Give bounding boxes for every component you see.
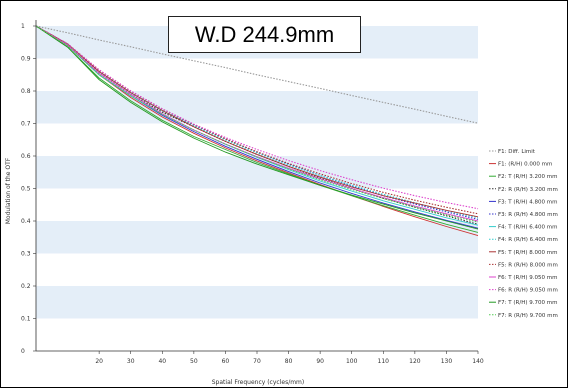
y-tick-label: 0.4	[21, 218, 31, 225]
legend-label: F4: T (R/H) 6.400 mm	[498, 225, 557, 231]
x-tick-label: 80	[285, 358, 293, 365]
legend-label: F5: R (R/H) 8.000 mm	[498, 262, 558, 268]
series-line-9	[35, 25, 479, 218]
series-layer	[35, 25, 479, 237]
x-axis-title: Spatial Frequency (cycles/mm)	[212, 379, 305, 386]
legend-label: F5: T (R/H) 8.000 mm	[498, 250, 557, 256]
x-tick-label: 140	[472, 358, 484, 365]
y-tick-label: 0.5	[21, 186, 31, 193]
x-tick-label: 30	[127, 358, 135, 365]
y-tick-label: 0.2	[21, 283, 31, 290]
y-tick-label: 0.8	[21, 88, 31, 95]
series-line-13	[35, 25, 479, 230]
y-tick-label: 0	[21, 348, 25, 355]
x-tick-label: 40	[158, 358, 166, 365]
grid-band	[36, 91, 478, 124]
x-tick-label: 50	[190, 358, 198, 365]
legend-label: F4: R (R/H) 6.400 mm	[498, 237, 558, 243]
y-axis-title: Modulation of the OTF	[5, 157, 12, 224]
grid-band	[36, 221, 478, 254]
legend-label: F7: T (R/H) 9.700 mm	[498, 300, 557, 306]
y-tick-label: 0.3	[21, 251, 31, 258]
chart-title: W.D 244.9mm	[194, 21, 335, 47]
x-tick-label: 120	[409, 358, 421, 365]
legend: F1: Diff. Limit F1: (R/H) 0.000 mm F2: T (…	[489, 149, 558, 319]
chart-title-box: W.D 244.9mm	[168, 16, 361, 53]
x-tick-label: 60	[222, 358, 230, 365]
x-tick-label: 20	[95, 358, 103, 365]
y-tick-label: 0.6	[21, 153, 31, 160]
series-line-3	[35, 25, 479, 233]
y-tick-label: 0.7	[21, 121, 31, 128]
legend-label: F1: Diff. Limit	[498, 149, 536, 155]
tick-layer: 20 30 40 50 60 70 80 90 100 110 120 130 140 0 0.1 0.2 0.…	[21, 23, 484, 365]
x-tick-label: 110	[378, 358, 390, 365]
legend-label: F2: T (R/H) 3.200 mm	[498, 174, 557, 180]
grid-bands	[36, 26, 478, 319]
series-line-10	[35, 25, 479, 215]
x-tick-label: 90	[316, 358, 324, 365]
x-tick-label: 70	[253, 358, 261, 365]
legend-label: F6: R (R/H) 9.050 mm	[498, 288, 558, 294]
legend-label: F2: R (R/H) 3.200 mm	[498, 187, 558, 193]
y-tick-label: 1	[21, 23, 25, 30]
grid-band	[36, 286, 478, 319]
series-line-12	[35, 25, 479, 210]
legend-label: F3: R (R/H) 4.800 mm	[498, 212, 558, 218]
y-tick-label: 0.1	[21, 316, 31, 323]
series-line-1	[35, 25, 479, 124]
y-tick-label: 0.9	[21, 56, 31, 63]
legend-label: F6: T (R/H) 9.050 mm	[498, 275, 557, 281]
legend-label: F1: (R/H) 0.000 mm	[498, 162, 552, 168]
legend-label: F7: R (R/H) 9.700 mm	[498, 313, 558, 319]
grid-band	[36, 156, 478, 189]
series-line-14	[35, 25, 479, 223]
x-tick-label: 130	[441, 358, 453, 365]
legend-label: F3: T (R/H) 4.800 mm	[498, 199, 557, 205]
x-tick-label: 100	[346, 358, 358, 365]
